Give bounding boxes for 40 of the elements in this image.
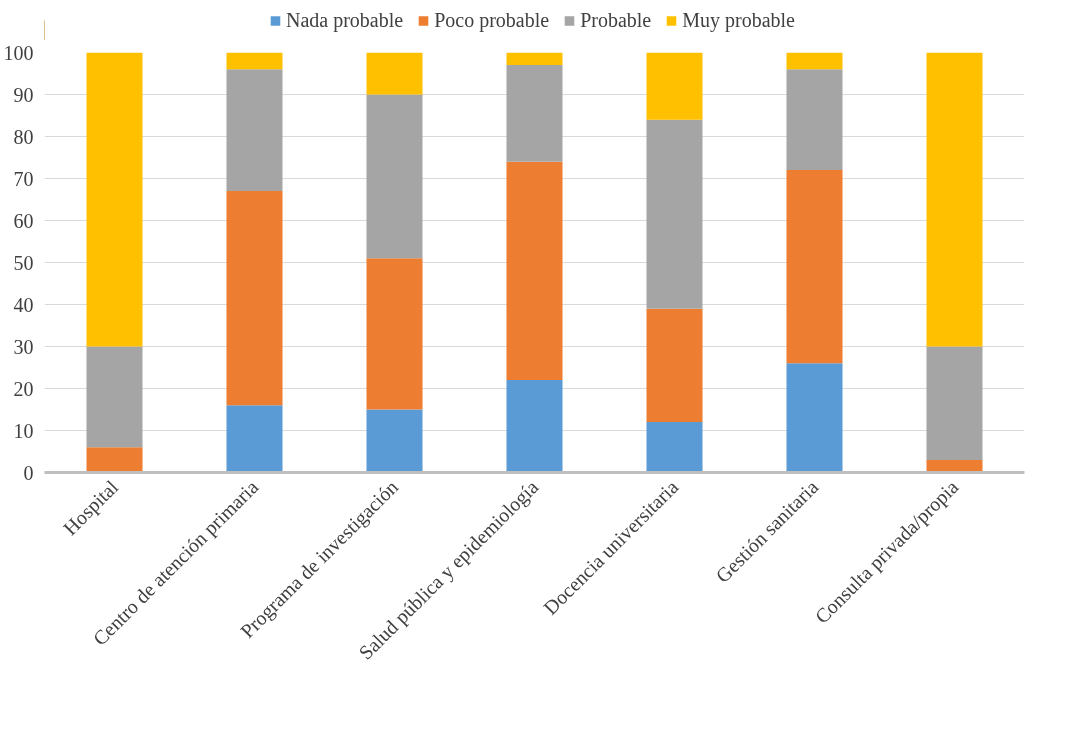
bar [226, 69, 283, 192]
bar [506, 161, 563, 381]
y-tick-label: 90 [13, 83, 34, 106]
bar [366, 94, 423, 259]
y-tick-label: 70 [13, 167, 34, 190]
y-tick-label: 20 [13, 377, 34, 400]
bar [506, 52, 563, 66]
bar [366, 409, 423, 473]
bar [786, 52, 843, 70]
bar [926, 52, 983, 347]
bar [366, 52, 423, 95]
bar [86, 346, 143, 448]
y-tick-label: 10 [13, 419, 34, 442]
bar [786, 170, 843, 364]
bar [926, 346, 983, 460]
y-tick-label: 60 [13, 209, 34, 232]
bar [86, 447, 143, 473]
bar [646, 422, 703, 473]
y-tick-label: 50 [13, 251, 34, 274]
bar [506, 380, 563, 473]
legend-label: Poco probable [434, 8, 550, 32]
y-tick-label: 40 [13, 293, 34, 316]
bar [786, 69, 843, 171]
bar [786, 363, 843, 473]
y-tick-label: 0 [23, 461, 34, 484]
bar [646, 308, 703, 423]
y-tick-label: 30 [13, 335, 34, 358]
bar [86, 52, 143, 347]
y-tick-label: 80 [13, 125, 34, 148]
bar [646, 119, 703, 309]
bar [226, 191, 283, 406]
bar [366, 258, 423, 410]
y-tick-label: 100 [3, 41, 34, 64]
legend-label: Probable [580, 8, 652, 32]
bar [506, 65, 563, 162]
bar [646, 52, 703, 120]
bar [226, 405, 283, 473]
bar [226, 52, 283, 70]
legend-label: Nada probable [285, 8, 404, 32]
legend-label: Muy probable [682, 8, 796, 32]
